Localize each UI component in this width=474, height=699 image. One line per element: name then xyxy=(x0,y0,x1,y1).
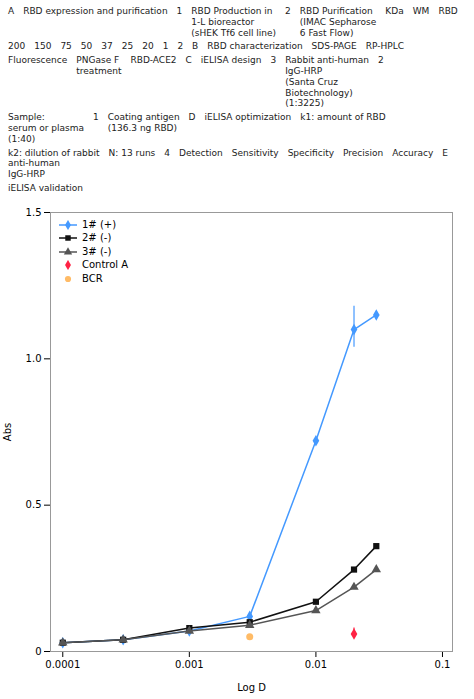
html-text:1: 1 xyxy=(93,112,99,123)
html-text:1: 1 xyxy=(176,6,183,16)
html-text:2: 2 xyxy=(285,6,291,16)
html-text:2: 2 xyxy=(177,41,184,52)
html-text:25: 25 xyxy=(121,41,134,52)
html-text:RBD: RBD xyxy=(438,6,458,16)
html-text:RBD expression and purificatio: RBD expression and purification xyxy=(23,6,168,16)
html-text:37: 37 xyxy=(101,41,113,52)
svg-text:0.1: 0.1 xyxy=(435,658,451,669)
svg-text:0: 0 xyxy=(35,645,41,656)
html-text:RP-HPLC: RP-HPLC xyxy=(365,41,404,52)
html-text:k2: dilution of rabbit anti-hu: k2: dilution of rabbit anti-human IgG-HR… xyxy=(8,147,100,180)
html-text:2# (-): 2# (-) xyxy=(82,232,112,244)
html-text:Sensitivity: Sensitivity xyxy=(231,147,279,158)
html-text:RBD-ACE2: RBD-ACE2 xyxy=(130,55,177,66)
svg-text:Abs: Abs xyxy=(2,423,13,441)
html-text:iELISA optimization: iELISA optimization xyxy=(204,112,292,123)
html-text:iELISA design: iELISA design xyxy=(200,55,262,66)
html-text:C: C xyxy=(185,55,192,66)
html-text:20: 20 xyxy=(142,41,154,52)
html-text:Specificity: Specificity xyxy=(287,147,334,158)
html-text:Precision: Precision xyxy=(343,147,384,158)
html-text:k1: amount of RBD: k1: amount of RBD xyxy=(300,112,386,123)
html-text:RBD characterization: RBD characterization xyxy=(207,41,303,52)
html-text:N: 13 runs: N: 13 runs xyxy=(108,147,156,158)
html-text:KDa: KDa xyxy=(385,6,404,16)
svg-text:Log D: Log D xyxy=(237,681,266,692)
html-text:BCR: BCR xyxy=(82,272,103,284)
svg-text:0.0001: 0.0001 xyxy=(45,658,80,669)
html-text:iELISA validation: iELISA validation xyxy=(8,183,84,193)
html-text:B: B xyxy=(192,41,199,52)
html-text:Fluorescence: Fluorescence xyxy=(8,55,68,66)
html-text:D: D xyxy=(188,112,196,123)
html-text:Coating antigen (136.3 ng RBD): Coating antigen (136.3 ng RBD) xyxy=(107,112,180,133)
html-text:4: 4 xyxy=(164,147,170,158)
html-text:Accuracy: Accuracy xyxy=(392,147,434,158)
html-text:RBD Purification (IMAC Sepharo: RBD Purification (IMAC Sepharose 6 Fast … xyxy=(299,6,377,38)
svg-text:1.0: 1.0 xyxy=(26,353,42,364)
svg-text:1.5: 1.5 xyxy=(26,206,42,217)
html-text:A: A xyxy=(8,6,15,16)
html-text:WM: WM xyxy=(412,6,430,16)
svg-text:0.01: 0.01 xyxy=(305,658,327,669)
html-text:Rabbit anti-human IgG-HRP (San: Rabbit anti-human IgG-HRP (Santa Cruz Bi… xyxy=(285,55,369,109)
html-text:2: 2 xyxy=(378,55,384,66)
html-text:200: 200 xyxy=(8,41,26,52)
html-text:1# (+): 1# (+) xyxy=(82,218,117,230)
html-text:Sample: serum or plasma (1:40): Sample: serum or plasma (1:40) xyxy=(8,112,84,144)
html-text:PNGase F treatment: PNGase F treatment xyxy=(76,55,122,76)
svg-text:0.5: 0.5 xyxy=(26,499,42,510)
html-text:SDS-PAGE: SDS-PAGE xyxy=(311,41,357,52)
html-text:3: 3 xyxy=(270,55,277,66)
html-text:E: E xyxy=(442,147,448,158)
html-text:50: 50 xyxy=(80,41,93,52)
html-text:Detection: Detection xyxy=(179,147,223,158)
html-text:RBD Production in 1-L bioreact: RBD Production in 1-L bioreactor (sHEK T… xyxy=(191,6,277,38)
html-text:Control A: Control A xyxy=(82,259,129,271)
html-text:3# (-): 3# (-) xyxy=(82,245,112,257)
svg-text:0.001: 0.001 xyxy=(175,658,204,669)
html-text:75: 75 xyxy=(60,41,72,52)
html-text:1: 1 xyxy=(162,41,169,52)
html-text:150: 150 xyxy=(34,41,52,52)
